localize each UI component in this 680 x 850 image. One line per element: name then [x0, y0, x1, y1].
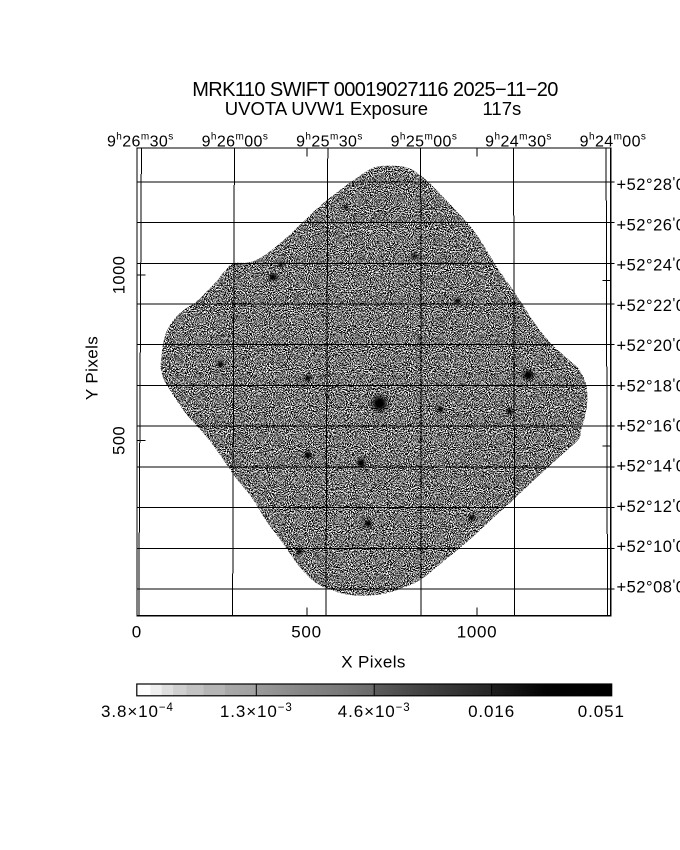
- svg-text:9h25m00s: 9h25m00s: [391, 132, 458, 151]
- svg-text:500: 500: [291, 623, 321, 642]
- svg-text:+52°08'0: +52°08'0: [617, 577, 680, 596]
- svg-text:+52°18'0: +52°18'0: [617, 376, 680, 395]
- svg-text:+52°10'0: +52°10'0: [617, 537, 680, 556]
- svg-text:1000: 1000: [111, 256, 129, 295]
- svg-text:+52°16'0: +52°16'0: [617, 417, 680, 436]
- svg-text:9h26m30s: 9h26m30s: [107, 132, 174, 151]
- svg-text:9h24m00s: 9h24m00s: [580, 132, 647, 151]
- svg-text:+52°22'0: +52°22'0: [617, 296, 680, 315]
- svg-text:1.3×10−3: 1.3×10−3: [220, 702, 293, 721]
- svg-text:+52°20'0: +52°20'0: [617, 336, 680, 355]
- svg-text:0: 0: [132, 623, 141, 642]
- svg-text:0.016: 0.016: [468, 702, 515, 721]
- svg-text:+52°14'0: +52°14'0: [617, 457, 680, 476]
- svg-text:9h26m00s: 9h26m00s: [202, 132, 269, 151]
- svg-text:UVOTA UVW1 Exposure: UVOTA UVW1 Exposure: [225, 98, 428, 119]
- svg-text:X Pixels: X Pixels: [341, 653, 406, 672]
- svg-text:Y Pixels: Y Pixels: [83, 336, 102, 400]
- svg-text:+52°26'0: +52°26'0: [617, 215, 680, 234]
- svg-text:500: 500: [111, 426, 129, 455]
- svg-text:+52°12'0: +52°12'0: [617, 497, 680, 516]
- svg-text:9h25m30s: 9h25m30s: [296, 132, 363, 151]
- svg-text:117s: 117s: [483, 98, 522, 119]
- svg-text:4.6×10−3: 4.6×10−3: [338, 702, 411, 721]
- svg-text:3.8×10−4: 3.8×10−4: [101, 702, 174, 721]
- svg-text:MRK110 SWIFT 00019027116 2025−: MRK110 SWIFT 00019027116 2025−11−20: [192, 79, 558, 101]
- svg-text:+52°28'0: +52°28'0: [617, 175, 680, 194]
- svg-text:+52°24'0: +52°24'0: [617, 256, 680, 275]
- svg-text:1000: 1000: [457, 623, 498, 642]
- svg-text:0.051: 0.051: [578, 702, 625, 721]
- svg-text:9h24m30s: 9h24m30s: [485, 132, 552, 151]
